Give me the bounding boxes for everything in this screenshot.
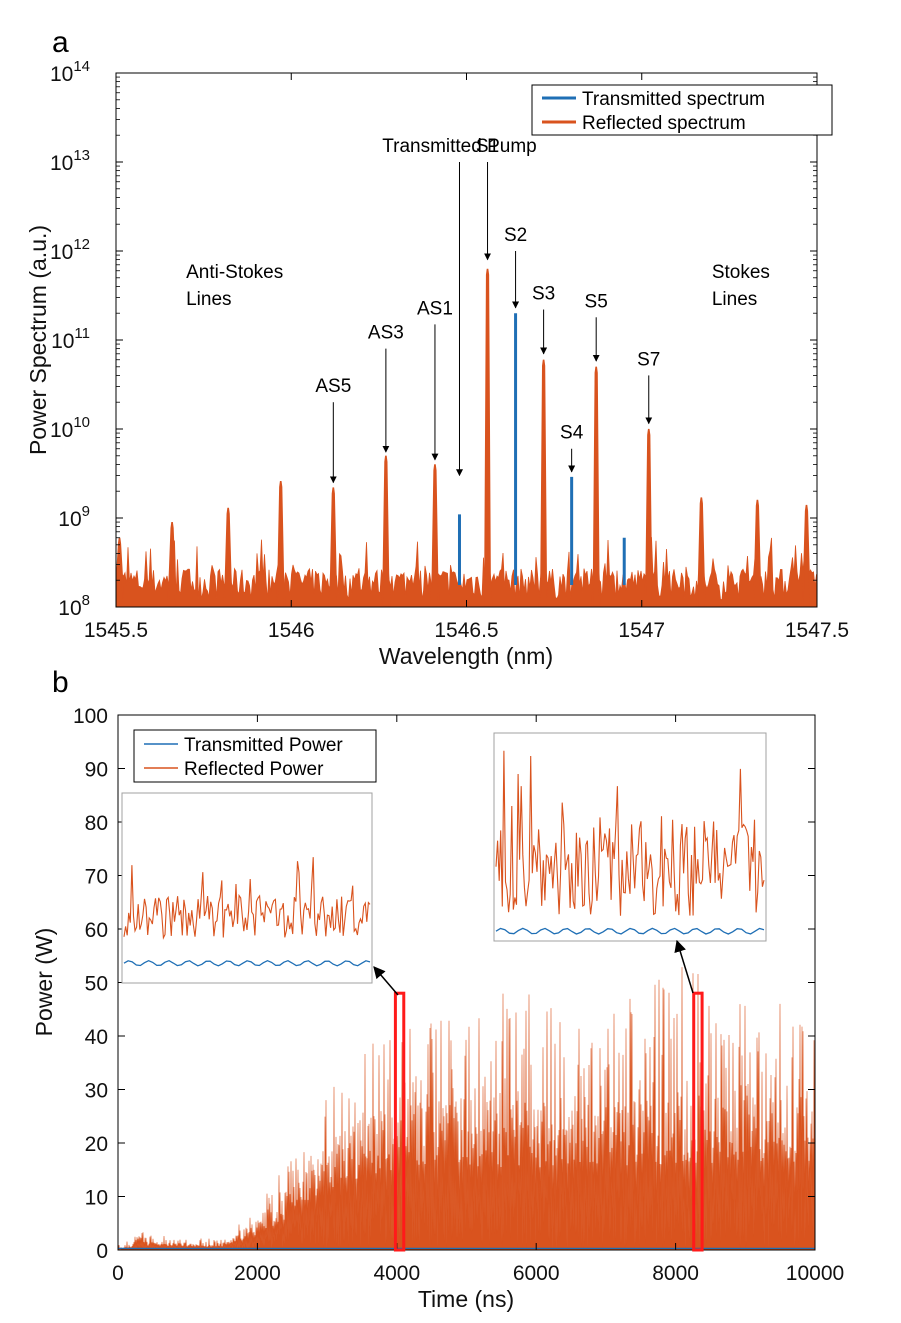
inset-zoom-4000ns	[121, 792, 373, 984]
reflected-spectrum-peak-5	[381, 455, 391, 607]
legend-reflected-power: Reflected Power	[184, 759, 324, 780]
power-y-tick-label: 20	[85, 1133, 108, 1156]
power-legend-box	[133, 729, 377, 783]
inset-4000ns-arrow	[373, 966, 399, 996]
annotation-label: S1	[476, 136, 499, 157]
legend-transmitted-spectrum: Transmitted spectrum	[582, 89, 765, 110]
spectrum-y-tick-label: 1011	[51, 325, 90, 353]
reflected-spectrum-peak-12	[752, 499, 763, 607]
spectrum-x-tick-label: 1546.5	[434, 619, 498, 642]
reflected-spectrum-peak-1	[167, 521, 177, 607]
annotation-label: S3	[532, 284, 555, 305]
power-y-tick-label: 0	[96, 1240, 108, 1263]
annotation-label: AS3	[368, 323, 404, 344]
reflected-spectrum-peak-13	[801, 504, 812, 607]
reflected-spectrum-peak-2	[223, 507, 233, 607]
inset-8300ns-frame	[493, 732, 767, 942]
spectrum-x-axis-title: Wavelength (nm)	[379, 643, 553, 669]
spectrum-legend-box	[531, 84, 833, 136]
panel-a-label: a	[52, 26, 69, 59]
power-y-tick-label: 90	[85, 759, 108, 782]
spectrum-y-axis-title: Power Spectrum (a.u.)	[25, 225, 51, 455]
power-y-tick-label: 80	[85, 812, 108, 835]
power-x-tick-label: 4000	[373, 1262, 420, 1285]
annotation-label: S5	[585, 291, 608, 312]
spectrum-y-tick-label: 108	[58, 592, 90, 620]
power-y-axis-title: Power (W)	[31, 928, 57, 1037]
spectrum-x-tick-label: 1546	[268, 619, 315, 642]
power-y-tick-label: 50	[85, 973, 108, 996]
spectrum-x-tick-label: 1547.5	[785, 619, 849, 642]
reflected-spectrum-peak-11	[696, 497, 707, 607]
spectrum-x-tick-label: 1547	[618, 619, 665, 642]
power-x-tick-label: 10000	[786, 1262, 844, 1285]
reflected-spectrum-peak-4	[328, 487, 339, 607]
region-label: Lines	[186, 289, 231, 310]
spectrum-y-tick-label: 1010	[50, 414, 90, 442]
spectrum-legend: Transmitted spectrum Reflected spectrum	[531, 84, 833, 136]
spectrum-y-tick-label: 1014	[50, 58, 90, 86]
power-y-tick-label: 10	[85, 1187, 108, 1210]
inset-8300ns-arrow	[674, 939, 694, 994]
reflected-spectrum-peak-3	[275, 480, 286, 607]
power-x-axis-title: Time (ns)	[418, 1286, 514, 1312]
reflected-spectrum-noise-floor	[116, 537, 817, 607]
region-label: Lines	[712, 289, 757, 310]
reflected-spectrum-peak-10	[643, 428, 654, 607]
spectrum-chart: 1545.5 1546 1546.5 1547 1547.5 108 109 1010 1011…	[25, 58, 849, 669]
power-y-tick-label: 30	[85, 1080, 108, 1103]
panel-b-label: b	[52, 666, 69, 699]
inset-4000ns-frame	[121, 792, 373, 984]
reflected-spectrum-peak-0	[116, 537, 125, 607]
reflected-spectrum-peak-7	[482, 268, 493, 607]
legend-transmitted-power: Transmitted Power	[184, 735, 343, 756]
power-legend: Transmitted Power Reflected Power	[133, 729, 377, 783]
spectrum-y-tick-label: 1013	[50, 147, 90, 175]
legend-reflected-spectrum: Reflected spectrum	[582, 113, 746, 134]
inset-1-reflected-trace	[123, 857, 371, 940]
spectrum-y-tick-label: 109	[58, 503, 90, 531]
region-label: Stokes	[712, 262, 770, 283]
annotation-label: S2	[504, 225, 527, 246]
power-x-tick-label: 8000	[652, 1262, 699, 1285]
power-y-tick-label: 100	[73, 705, 108, 728]
region-label: Anti-Stokes	[186, 262, 283, 283]
annotation-label: S7	[637, 349, 660, 370]
power-y-tick-label: 40	[85, 1026, 108, 1049]
annotation-label: AS1	[417, 298, 453, 319]
power-chart: 0 2000 4000 6000 8000 10000 0 10 20 30 40 50 60 70 80 9…	[31, 705, 844, 1312]
reflected-spectrum-peak-8	[538, 359, 549, 607]
reflected-spectrum-peak-9	[591, 366, 601, 607]
annotation-label: Transmitted Pump	[382, 136, 537, 157]
inset-1-transmitted-trace	[123, 959, 371, 967]
spectrum-y-tick-label: 1012	[50, 236, 90, 264]
power-y-tick-label: 70	[85, 866, 108, 889]
reflected-spectrum-peak-6	[430, 464, 440, 607]
annotation-label: AS5	[315, 376, 351, 397]
spectrum-x-tick-label: 1545.5	[84, 619, 148, 642]
power-x-tick-label: 0	[112, 1262, 124, 1285]
reflected-power-trace	[118, 967, 815, 1250]
inset-zoom-8300ns	[493, 732, 767, 942]
power-x-tick-label: 2000	[234, 1262, 281, 1285]
inset-2-transmitted-trace	[495, 927, 765, 935]
highlight-window-1	[692, 991, 704, 1252]
power-y-tick-label: 60	[85, 919, 108, 942]
annotation-label: S4	[560, 423, 584, 444]
inset-2-reflected-trace	[495, 750, 765, 916]
highlight-window-0	[393, 991, 406, 1252]
power-x-tick-label: 6000	[513, 1262, 560, 1285]
